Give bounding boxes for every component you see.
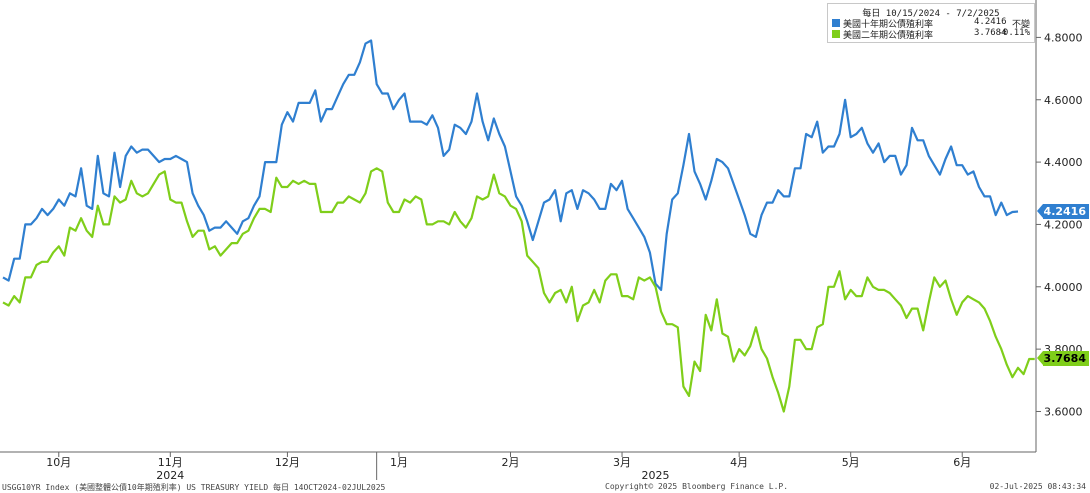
last-value-tag-10y: 4.2416 xyxy=(1037,203,1089,219)
legend-entry-10y: 美國十年期公債殖利率 4.2416 不變 xyxy=(832,17,1030,30)
month-label: 4月 xyxy=(730,456,748,469)
month-label: 3月 xyxy=(613,456,631,469)
year-label: 2024 xyxy=(156,469,184,482)
legend-value-10y: 4.2416 xyxy=(974,17,1007,27)
legend-value-2y: 3.7684 xyxy=(974,28,1007,38)
y-tick-label: 3.6000 xyxy=(1044,405,1083,418)
footer-timestamp: 02-Jul-2025 08:43:34 xyxy=(989,482,1086,491)
month-label: 1月 xyxy=(390,456,408,469)
legend-change-10y: 不變 xyxy=(1011,20,1030,30)
month-label: 11月 xyxy=(158,456,183,469)
month-label: 12月 xyxy=(275,456,300,469)
legend-swatch-10y xyxy=(832,19,840,27)
footer-ticker-description: USGG10YR Index (美國整體公債10年期殖利率) US TREASU… xyxy=(2,483,386,492)
legend-entry-2y: 美國二年期公債殖利率 3.7684 -0.11% xyxy=(832,28,1030,41)
year-label: 2025 xyxy=(642,469,670,482)
y-tick-label: 4.8000 xyxy=(1044,31,1083,44)
y-tick-label: 4.2000 xyxy=(1044,218,1083,231)
series-line-10y xyxy=(2,39,1019,291)
month-label: 10月 xyxy=(46,456,71,469)
legend-swatch-2y xyxy=(832,30,840,38)
month-label: 2月 xyxy=(502,456,520,469)
series-line-2y xyxy=(2,167,1035,413)
footer-copyright: Copyright© 2025 Bloomberg Finance L.P. xyxy=(605,482,789,491)
legend-name-10y: 美國十年期公債殖利率 xyxy=(843,20,934,30)
y-tick-label: 4.6000 xyxy=(1044,94,1083,107)
chart-legend: 每日 10/15/2024 - 7/2/2025 美國十年期公債殖利率 4.24… xyxy=(827,3,1035,43)
month-label: 5月 xyxy=(842,456,860,469)
y-tick-label: 4.4000 xyxy=(1044,156,1083,169)
last-value-tag-2y: 3.7684 xyxy=(1037,351,1089,367)
legend-change-2y: -0.11% xyxy=(997,28,1030,38)
month-label: 6月 xyxy=(953,456,971,469)
legend-period: 每日 10/15/2024 - 7/2/2025 xyxy=(862,9,1000,19)
legend-name-2y: 美國二年期公債殖利率 xyxy=(843,31,934,41)
y-tick-label: 4.0000 xyxy=(1044,281,1083,294)
